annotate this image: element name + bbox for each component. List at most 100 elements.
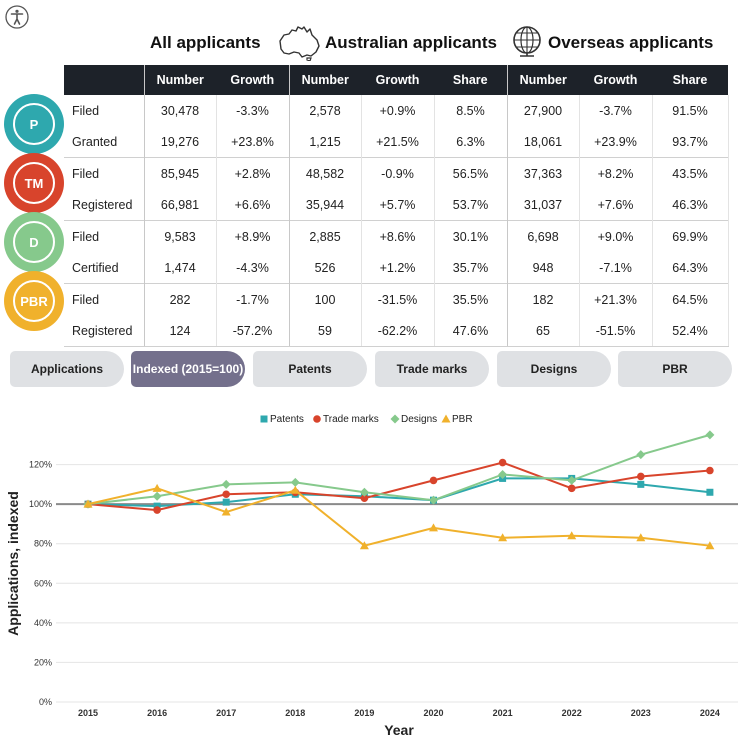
tab-designs[interactable]: Designs — [497, 351, 611, 387]
tab-patents[interactable]: Patents — [253, 351, 367, 387]
table-cell: 31,037 — [507, 189, 579, 221]
table-cell: +8.9% — [216, 221, 289, 253]
table-cell: +23.8% — [216, 126, 289, 158]
data-point — [222, 480, 231, 489]
table-cell: 30.1% — [434, 221, 507, 253]
table-cell: 47.6% — [434, 315, 507, 347]
table-cell: 6,698 — [507, 221, 579, 253]
table-cell: +9.0% — [579, 221, 652, 253]
col-header: Share — [652, 65, 728, 95]
table-cell: 2,885 — [289, 221, 361, 253]
table-cell: +0.9% — [361, 95, 434, 126]
data-point — [291, 486, 300, 494]
table-header-blank — [64, 65, 144, 95]
right-type-badge: TM — [4, 153, 64, 213]
legend-label: PBR — [452, 414, 473, 425]
table-cell: -7.1% — [579, 252, 652, 284]
table-cell: 53.7% — [434, 189, 507, 221]
table-cell: 64.5% — [652, 284, 728, 316]
table-cell: +2.8% — [216, 158, 289, 190]
series-line-trade-marks — [88, 463, 710, 510]
x-tick-label: 2019 — [354, 708, 374, 718]
table-cell: 27,900 — [507, 95, 579, 126]
y-tick-label: 80% — [34, 539, 52, 549]
table-row: Granted19,276+23.8%1,215+21.5%6.3%18,061… — [64, 126, 728, 158]
overseas-applicants-heading: Overseas applicants — [548, 33, 713, 53]
tab-pbr[interactable]: PBR — [618, 351, 732, 387]
table-cell: 91.5% — [652, 95, 728, 126]
legend-swatch — [261, 416, 268, 423]
table-cell: 182 — [507, 284, 579, 316]
table-cell: 18,061 — [507, 126, 579, 158]
table-cell: -62.2% — [361, 315, 434, 347]
table-cell: 35.5% — [434, 284, 507, 316]
table-cell: 66,981 — [144, 189, 216, 221]
data-point — [153, 492, 162, 501]
data-point — [705, 430, 714, 439]
table-cell: 46.3% — [652, 189, 728, 221]
table-cell: -51.5% — [579, 315, 652, 347]
data-point — [636, 450, 645, 459]
table-cell: 1,474 — [144, 252, 216, 284]
table-cell: 526 — [289, 252, 361, 284]
table-cell: 69.9% — [652, 221, 728, 253]
legend-label: Designs — [401, 414, 437, 425]
tab-indexed[interactable]: Indexed (2015=100) — [131, 351, 245, 387]
australian-applicants-heading: Australian applicants — [325, 33, 497, 53]
table-cell: 6.3% — [434, 126, 507, 158]
row-label: Filed — [64, 284, 144, 316]
row-label: Filed — [64, 95, 144, 126]
table-cell: -3.3% — [216, 95, 289, 126]
indexed-applications-chart: 0%20%40%60%80%100%120%201520162017201820… — [0, 405, 742, 744]
table-cell: 1,215 — [289, 126, 361, 158]
table-cell: +21.3% — [579, 284, 652, 316]
y-axis-title: Applications, indexed — [5, 491, 21, 636]
data-point — [499, 459, 507, 467]
legend-swatch — [442, 415, 451, 423]
right-type-badge-label: P — [13, 103, 55, 145]
data-point — [291, 478, 300, 487]
right-type-badge-label: TM — [13, 162, 55, 204]
right-type-badge: PBR — [4, 271, 64, 331]
table-cell: 64.3% — [652, 252, 728, 284]
tab-trade-marks[interactable]: Trade marks — [375, 351, 489, 387]
table-cell: +7.6% — [579, 189, 652, 221]
table-cell: 948 — [507, 252, 579, 284]
x-axis-title: Year — [384, 722, 414, 738]
table-cell: 85,945 — [144, 158, 216, 190]
data-point — [637, 473, 645, 481]
y-tick-label: 0% — [39, 697, 52, 707]
table-cell: 93.7% — [652, 126, 728, 158]
data-point — [568, 485, 576, 493]
table-cell: -0.9% — [361, 158, 434, 190]
table-cell: 43.5% — [652, 158, 728, 190]
x-tick-label: 2017 — [216, 708, 236, 718]
table-row: Certified1,474-4.3%526+1.2%35.7%948-7.1%… — [64, 252, 728, 284]
australia-map-icon — [276, 23, 322, 61]
y-tick-label: 60% — [34, 578, 52, 588]
data-point — [153, 506, 161, 514]
col-header: Growth — [216, 65, 289, 95]
data-point — [706, 467, 714, 475]
table-cell: 8.5% — [434, 95, 507, 126]
table-cell: +6.6% — [216, 189, 289, 221]
data-point — [637, 481, 644, 488]
accessibility-icon[interactable] — [5, 5, 29, 29]
row-label: Filed — [64, 158, 144, 190]
table-cell: 37,363 — [507, 158, 579, 190]
table-row: Registered66,981+6.6%35,944+5.7%53.7%31,… — [64, 189, 728, 221]
x-tick-label: 2018 — [285, 708, 305, 718]
col-header: Number — [289, 65, 361, 95]
table-cell: 52.4% — [652, 315, 728, 347]
table-row: Filed282-1.7%100-31.5%35.5%182+21.3%64.5… — [64, 284, 728, 316]
table-cell: -31.5% — [361, 284, 434, 316]
x-tick-label: 2024 — [700, 708, 720, 718]
right-type-badge-label: PBR — [13, 280, 55, 322]
legend-label: Patents — [270, 414, 304, 425]
tab-applications[interactable]: Applications — [10, 351, 124, 387]
table-cell: +21.5% — [361, 126, 434, 158]
table-cell: +23.9% — [579, 126, 652, 158]
table-cell: 2,578 — [289, 95, 361, 126]
x-tick-label: 2022 — [562, 708, 582, 718]
col-header: Number — [144, 65, 216, 95]
